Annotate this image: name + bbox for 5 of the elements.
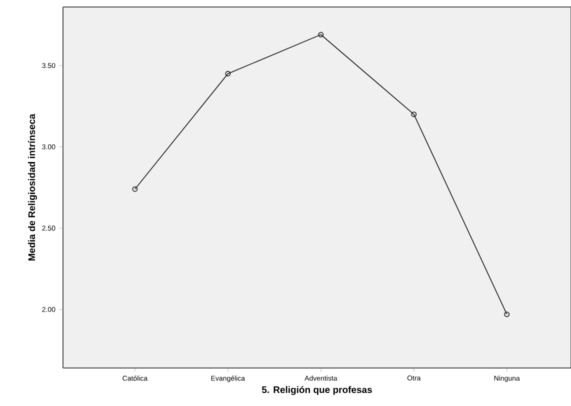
y-axis-title: Media de Religiosidad intrínseca bbox=[28, 114, 37, 260]
point bbox=[411, 112, 417, 118]
point bbox=[318, 32, 324, 38]
x-axis-title: 5. Religión que profesas bbox=[262, 386, 372, 395]
point bbox=[225, 70, 231, 76]
